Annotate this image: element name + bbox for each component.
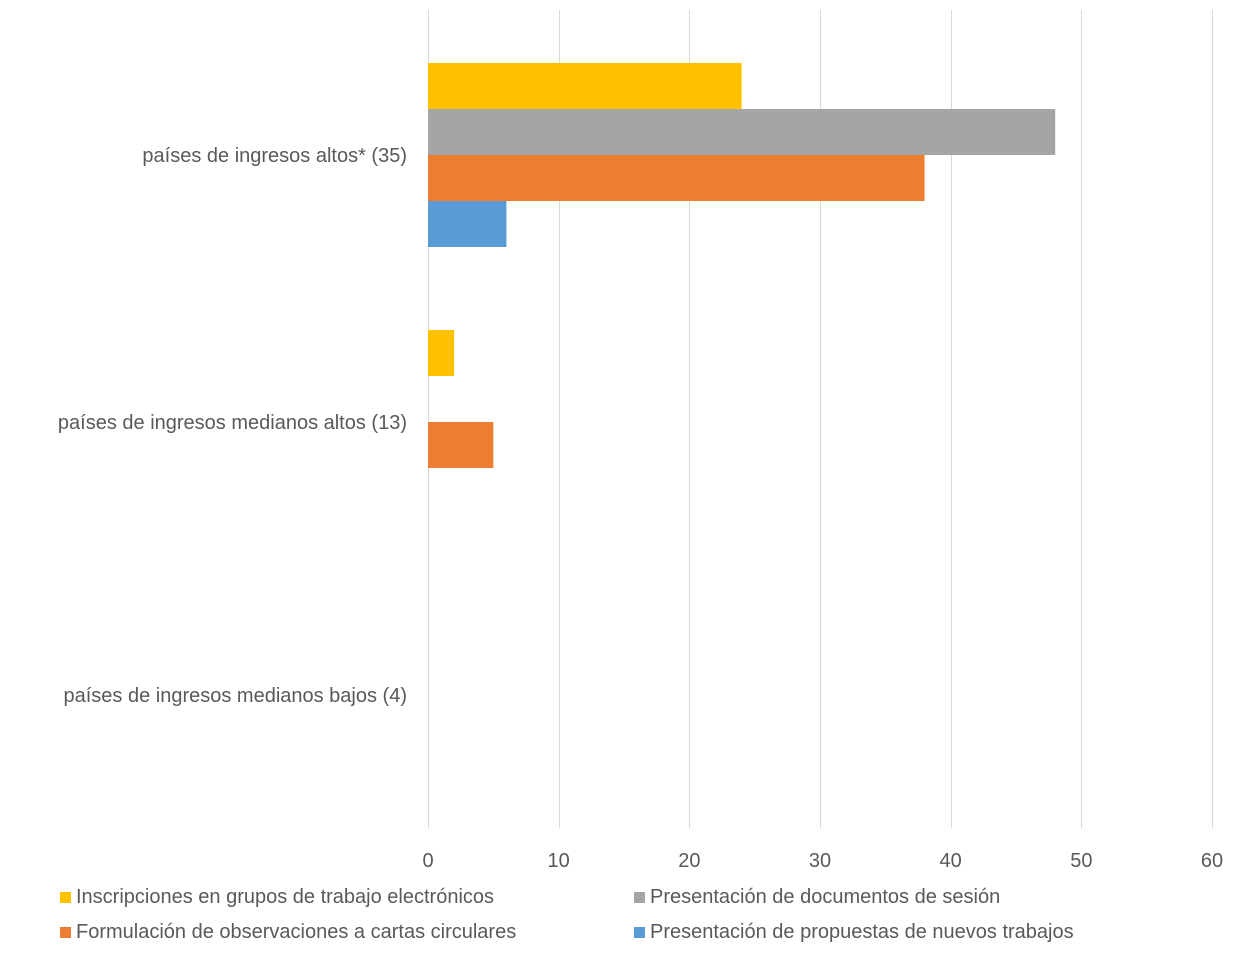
bar [428, 330, 455, 376]
category-label: países de ingresos altos* (35) [142, 145, 407, 167]
bar [428, 63, 742, 109]
legend-item: Formulación de observaciones a cartas ci… [60, 921, 634, 944]
bars [428, 63, 1056, 468]
x-tick-label: 50 [1070, 850, 1092, 872]
legend-label: Inscripciones en grupos de trabajo elect… [76, 886, 495, 908]
bar-chart: países de ingresos altos* (35) países de … [58, 10, 1223, 872]
x-tick-label: 60 [1201, 850, 1223, 872]
x-tick-label: 40 [940, 850, 962, 872]
x-tick-label: 20 [678, 850, 700, 872]
bar [428, 422, 494, 468]
legend-label: Formulación de observaciones a cartas ci… [76, 921, 517, 943]
x-tick-label: 10 [548, 850, 570, 872]
bar [428, 155, 925, 201]
legend-swatch [60, 892, 71, 903]
legend-swatch [634, 927, 645, 938]
legend-item: Inscripciones en grupos de trabajo elect… [60, 886, 634, 909]
legend-label: Presentación de propuestas de nuevos tra… [650, 921, 1074, 943]
legend-swatch [634, 892, 645, 903]
x-tick-label: 30 [809, 850, 831, 872]
category-label: países de ingresos medianos bajos (4) [63, 685, 407, 707]
legend-item: Presentación de propuestas de nuevos tra… [634, 921, 1154, 944]
legend-swatch [60, 927, 71, 938]
category-labels: países de ingresos altos* (35) países de … [58, 145, 407, 707]
x-tick-label: 0 [422, 850, 433, 872]
chart-legend: Inscripciones en grupos de trabajo elect… [60, 886, 1180, 944]
bar [428, 109, 1056, 155]
bar [428, 201, 507, 247]
x-tick-labels: 0 10 20 30 40 50 60 [422, 850, 1223, 872]
legend-item: Presentación de documentos de sesión [634, 886, 1154, 909]
category-label: países de ingresos medianos altos (13) [58, 412, 407, 434]
legend-label: Presentación de documentos de sesión [650, 886, 1001, 908]
